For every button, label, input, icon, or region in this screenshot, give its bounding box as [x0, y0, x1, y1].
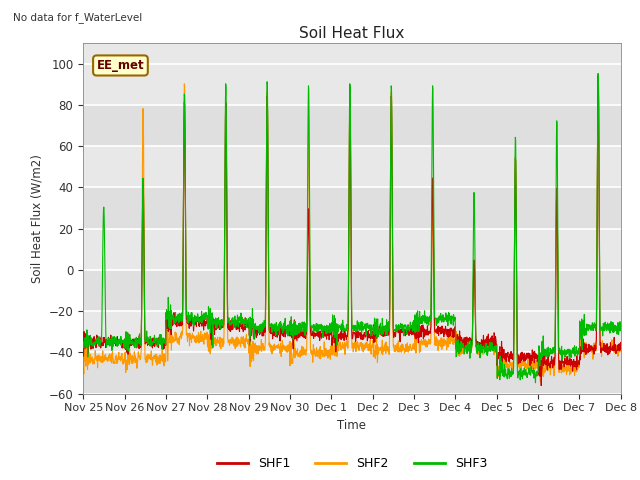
Text: No data for f_WaterLevel: No data for f_WaterLevel	[13, 12, 142, 23]
Text: EE_met: EE_met	[97, 59, 144, 72]
X-axis label: Time: Time	[337, 419, 367, 432]
Title: Soil Heat Flux: Soil Heat Flux	[300, 25, 404, 41]
Y-axis label: Soil Heat Flux (W/m2): Soil Heat Flux (W/m2)	[30, 154, 43, 283]
Bar	[83, 270, 621, 311]
Bar	[83, 188, 621, 228]
Bar	[83, 105, 621, 146]
Bar	[83, 352, 621, 394]
Legend: SHF1, SHF2, SHF3: SHF1, SHF2, SHF3	[212, 452, 492, 475]
